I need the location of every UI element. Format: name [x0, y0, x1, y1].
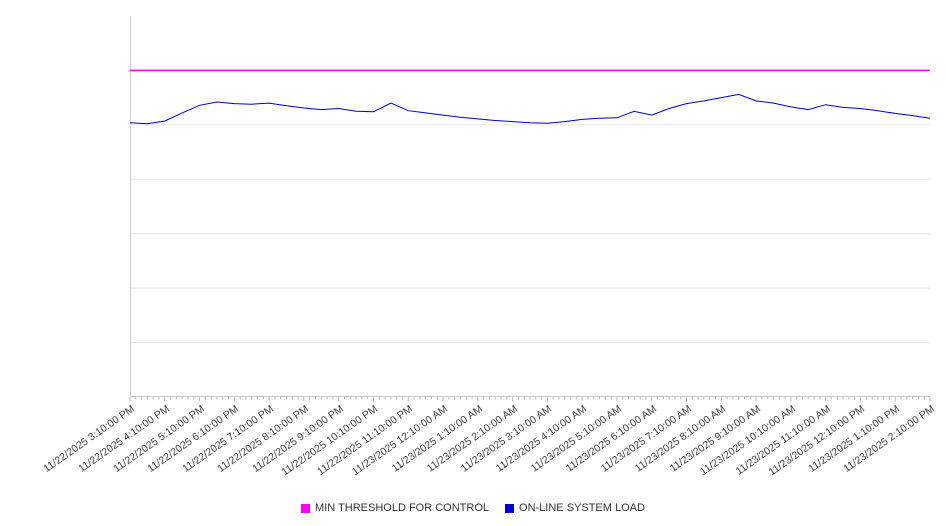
legend-label-load: ON-LINE SYSTEM LOAD: [519, 502, 645, 514]
x-axis-ticks: [129, 397, 931, 402]
legend-item-load[interactable]: ON-LINE SYSTEM LOAD: [505, 502, 645, 514]
gridlines: [130, 69, 930, 344]
legend-item-threshold[interactable]: MIN THRESHOLD FOR CONTROL: [301, 502, 489, 514]
chart-canvas: [129, 16, 931, 402]
threshold-swatch-icon: [301, 503, 311, 513]
legend-label-threshold: MIN THRESHOLD FOR CONTROL: [315, 502, 490, 514]
plot-area: [129, 16, 931, 403]
load-swatch-icon: [505, 503, 515, 513]
legend: MIN THRESHOLD FOR CONTROL ON-LINE SYSTEM…: [0, 502, 946, 514]
load-line: [129, 93, 931, 125]
